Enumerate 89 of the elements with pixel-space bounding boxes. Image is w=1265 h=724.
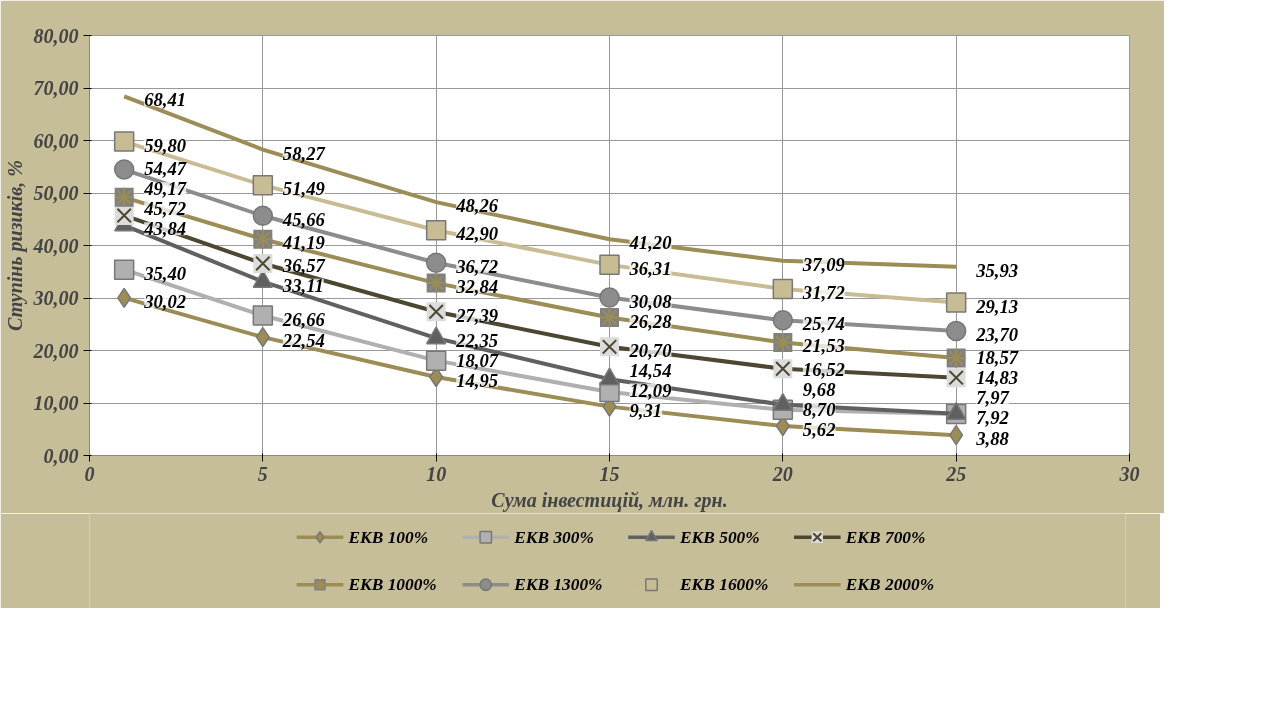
point [252, 305, 274, 326]
point [599, 287, 620, 308]
data-label: 33,11 [281, 274, 324, 296]
y-tick-label: 20,00 [32, 339, 79, 362]
data-label: 18,07 [456, 350, 499, 372]
point [772, 310, 794, 331]
y-tick-label: 0,00 [43, 444, 79, 467]
point [252, 205, 274, 227]
point [945, 320, 967, 342]
data-label: 45,72 [143, 198, 187, 220]
x-tick-label: 5 [257, 462, 268, 485]
x-tick-label: 20 [771, 462, 793, 485]
data-label: 8,70 [802, 398, 836, 420]
data-label: 30,02 [143, 290, 187, 312]
data-label: 48,26 [455, 195, 499, 217]
data-label: 14,83 [976, 366, 1019, 388]
data-label: 42,90 [455, 223, 499, 245]
data-label: 9,68 [802, 378, 837, 400]
data-label: 32,84 [455, 276, 499, 298]
legend-label: ЕКВ 500% [679, 527, 760, 547]
data-label: 3,88 [975, 428, 1010, 450]
data-label: 36,31 [628, 257, 672, 279]
point [113, 259, 135, 280]
data-label: 16,52 [802, 358, 845, 380]
legend-label: ЕКВ 1600% [679, 575, 769, 595]
y-tick-label: 10,00 [33, 392, 79, 414]
y-tick-label: 60,00 [33, 129, 79, 152]
data-label: 22,35 [455, 330, 499, 352]
point [945, 292, 967, 313]
data-label: 30,08 [628, 290, 673, 312]
x-tick-label: 0 [84, 462, 95, 485]
data-label: 58,27 [282, 142, 326, 164]
data-label: 7,97 [976, 386, 1010, 408]
data-label: 59,80 [144, 134, 187, 156]
y-axis-title: Ступінь ризиків, % [3, 160, 27, 331]
data-label: 29,13 [975, 295, 1019, 317]
data-label: 25,74 [801, 313, 845, 335]
y-tick-label: 70,00 [33, 77, 79, 99]
legend-label: ЕКВ 700% [844, 527, 926, 547]
data-label: 35,93 [975, 259, 1019, 281]
data-label: 18,57 [976, 346, 1019, 368]
data-label: 9,31 [629, 399, 663, 421]
data-label: 68,41 [144, 89, 187, 111]
data-label: 37,09 [801, 253, 845, 275]
data-label: 21,53 [801, 335, 845, 357]
legend-label: ЕКВ 1000% [347, 575, 437, 595]
data-label: 14,54 [629, 359, 672, 381]
data-label: 5,62 [802, 418, 836, 440]
point [252, 174, 274, 196]
x-axis-title: Сума інвестицій, млн. грн. [491, 488, 728, 512]
data-label: 45,66 [281, 208, 326, 230]
y-tick-label: 80,00 [33, 24, 79, 47]
data-label: 51,49 [282, 178, 325, 200]
data-label: 26,28 [628, 310, 673, 332]
data-label: 43,84 [143, 218, 187, 240]
data-label: 23,70 [975, 324, 1019, 346]
data-label: 41,19 [281, 232, 325, 254]
data-label: 27,39 [455, 304, 499, 326]
point [113, 131, 135, 152]
data-label: 22,54 [281, 330, 325, 352]
data-label: 26,66 [281, 308, 326, 330]
data-label: 36,57 [281, 254, 326, 276]
data-label: 49,17 [143, 178, 187, 200]
legend-label: ЕКВ 100% [347, 527, 429, 547]
x-tick-label: 25 [945, 462, 967, 485]
data-label: 41,20 [628, 232, 672, 254]
legend-label: ЕКВ 2000% [844, 575, 935, 595]
data-label: 35,40 [143, 262, 187, 284]
point [772, 278, 794, 300]
legend-label: ЕКВ 300% [513, 527, 594, 547]
point [425, 252, 447, 273]
legend-label: ЕКВ 1300% [513, 575, 603, 595]
y-tick-label: 40,00 [32, 234, 79, 257]
y-tick-label: 50,00 [33, 182, 79, 204]
data-label: 36,72 [455, 255, 499, 277]
x-tick-label: 30 [1118, 462, 1140, 485]
data-label: 14,95 [456, 370, 499, 392]
x-tick-label: 10 [426, 462, 447, 485]
x-tick-label: 15 [599, 462, 620, 485]
point [599, 254, 620, 276]
data-label: 12,09 [629, 379, 672, 401]
point [113, 159, 135, 180]
data-label: 54,47 [144, 158, 187, 180]
point [425, 220, 447, 241]
data-label: 20,70 [628, 339, 672, 361]
point [425, 350, 447, 371]
data-label: 7,92 [976, 406, 1009, 428]
data-label: 31,72 [801, 281, 845, 303]
y-tick-label: 30,00 [32, 287, 79, 309]
